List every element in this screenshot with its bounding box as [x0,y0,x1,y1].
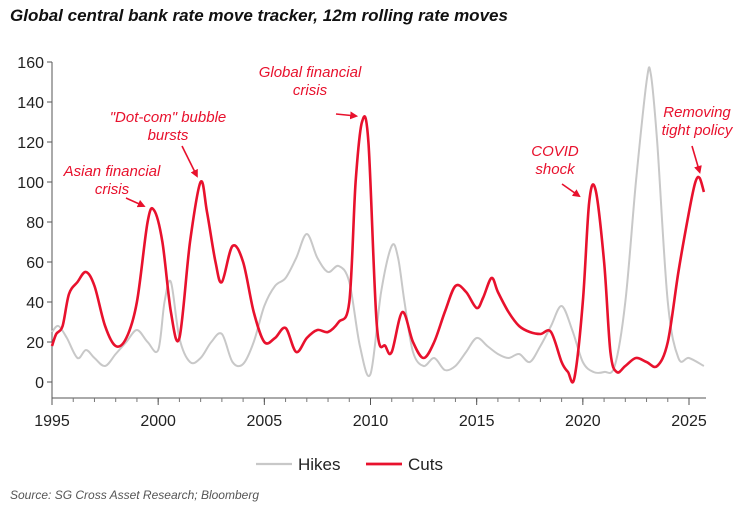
x-tick-label: 2020 [565,413,601,430]
annotation-arrow [691,145,702,174]
y-tick-label: 140 [17,95,44,112]
annotation-label: Removing tight policy [662,104,734,139]
annotation-arrow [181,145,198,178]
x-tick-label: 2015 [459,413,495,430]
x-tick-label: 2010 [353,413,389,430]
x-tick-label: 2005 [247,413,283,430]
annotation-line: crisis [95,181,130,198]
x-tick-label: 2025 [671,413,707,430]
annotation-line: bursts [148,127,189,144]
annotation-line: tight policy [662,122,734,139]
annotation-arrow [125,197,146,208]
y-tick-label: 0 [35,375,44,392]
annotation-line: Asian financial [63,163,161,180]
chart-title: Global central bank rate move tracker, 1… [10,6,508,25]
legend-label-cuts: Cuts [408,455,443,474]
annotation-line: crisis [293,82,328,99]
annotation-arrow [335,111,359,120]
annotation-line: Global financial [259,64,362,81]
series-line-hikes [51,66,705,378]
annotation-line: shock [535,161,576,178]
y-tick-label: 100 [17,175,44,192]
annotation-label: COVID shock [531,143,579,178]
annotation-label: Global financial crisis [259,64,362,99]
x-tick-label: 2000 [140,413,176,430]
annotation-label: "Dot-com" bubble bursts [110,109,227,144]
annotation-arrow [561,183,581,198]
series-line-cuts [50,115,706,384]
chart-source: Source: SG Cross Asset Research; Bloombe… [10,488,259,502]
y-tick-label: 40 [26,295,44,312]
x-tick-label: 1995 [34,413,70,430]
legend-label-hikes: Hikes [298,455,341,474]
y-tick-label: 80 [26,215,44,232]
y-tick-label: 20 [26,335,44,352]
annotation-label: Asian financial crisis [63,163,161,198]
annotation-line: Removing [663,104,731,121]
y-tick-label: 60 [26,255,44,272]
y-tick-label: 120 [17,135,44,152]
annotation-line: COVID [531,143,579,160]
annotation-line: "Dot-com" bubble [110,109,227,126]
y-tick-label: 160 [17,55,44,72]
